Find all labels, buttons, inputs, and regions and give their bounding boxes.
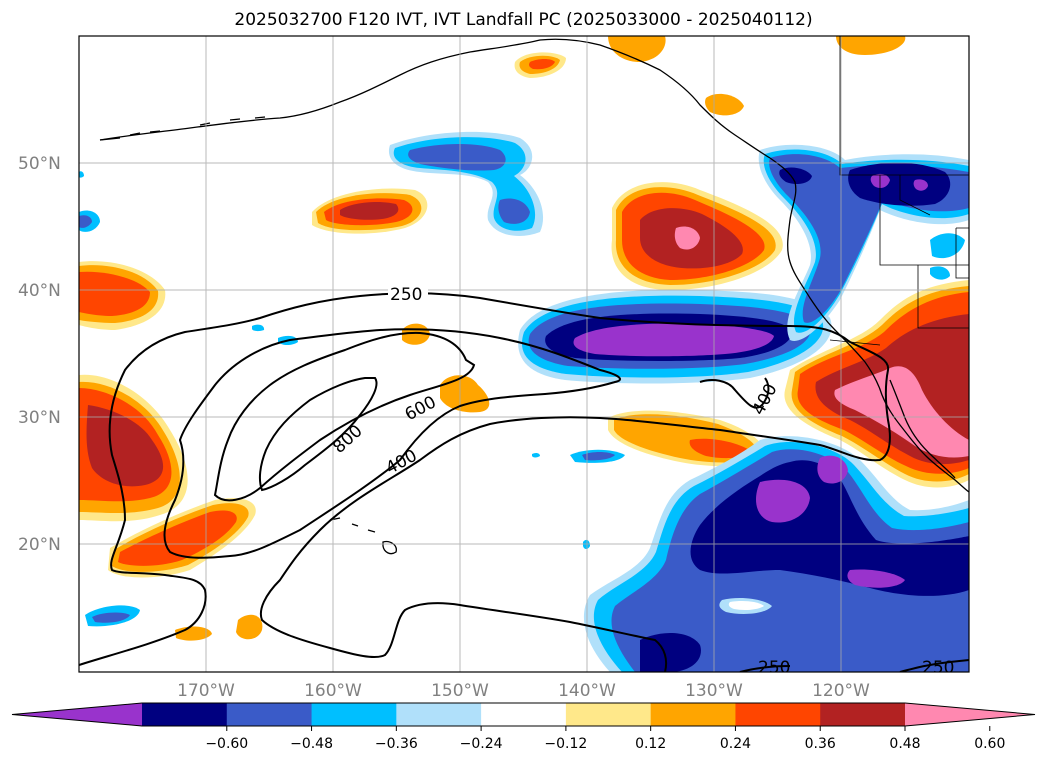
blob-southwest-22n <box>108 498 256 578</box>
colorbar-segment <box>565 703 652 726</box>
colorbar-segment <box>396 703 482 726</box>
north-america-west-coast <box>769 157 969 493</box>
blob-31n-150w <box>440 375 490 413</box>
blob-southern-blue <box>583 436 969 672</box>
colorbar-tick-label: −0.24 <box>460 736 503 752</box>
aleutians <box>99 116 266 141</box>
colorbar-tick-label: 0.48 <box>889 736 920 752</box>
contour-250-se <box>739 659 969 672</box>
lat-label-30n: 30°N <box>18 408 61 428</box>
colorbar-tick-label: 0.24 <box>720 736 751 752</box>
blob-pacific-nw <box>758 144 969 341</box>
colorbar-segment <box>311 703 397 726</box>
colorbar-tick-label: 0.60 <box>974 736 1005 752</box>
colorbar-segment <box>226 703 313 726</box>
blob-45n-132w <box>611 182 783 290</box>
colorbar-tick-label: 0.12 <box>635 736 666 752</box>
contour-600 <box>213 331 476 502</box>
lon-labels: 170°W 160°W 150°W 140°W 130°W 120°W <box>177 681 870 701</box>
lat-label-20n: 20°N <box>18 535 61 555</box>
shaded-fields <box>79 36 969 672</box>
colorbar-tick-label: −0.60 <box>205 736 248 752</box>
colorbar-extend-low <box>12 703 142 726</box>
colorbar-tick-label: 0.36 <box>805 736 836 752</box>
map-area: 250 600 800 400 400 250 250 <box>79 36 969 678</box>
colorbar-segment <box>650 703 736 726</box>
baja-peninsula <box>889 379 956 479</box>
colorbar-tick-label: −0.12 <box>544 736 587 752</box>
lon-label-150w: 150°W <box>431 681 489 701</box>
lon-label-130w: 130°W <box>685 681 743 701</box>
blob-28n-132w <box>608 410 766 467</box>
contour-400 <box>163 328 621 559</box>
hawaii <box>329 517 397 555</box>
contour-label-250: 250 <box>390 285 422 305</box>
blob-35n-135w <box>518 289 832 384</box>
colorbar-tick-label: −0.48 <box>290 736 333 752</box>
map-title: 2025032700 F120 IVT, IVT Landfall PC (20… <box>234 10 813 30</box>
lon-label-170w: 170°W <box>177 681 235 701</box>
contour-label-250-se: 250 <box>758 658 790 678</box>
lat-label-40n: 40°N <box>18 281 61 301</box>
colorbar-outline <box>11 702 1036 727</box>
alaska-coast <box>99 38 771 159</box>
lat-label-50n: 50°N <box>18 154 61 174</box>
colorbar-segment <box>735 703 821 726</box>
lon-label-160w: 160°W <box>304 681 362 701</box>
blob-small-orange-14n <box>236 614 263 640</box>
coastlines <box>99 38 969 555</box>
colorbar-tick-label: −0.36 <box>375 736 418 752</box>
contour-800 <box>258 377 378 492</box>
borders <box>829 36 969 346</box>
lon-label-120w: 120°W <box>812 681 870 701</box>
gridlines <box>79 36 969 672</box>
contour-label-250-edge: 250 <box>922 658 954 678</box>
blob-50n-150w <box>388 131 544 236</box>
contour-250 <box>79 292 891 672</box>
contour-400-east <box>699 377 770 409</box>
colorbar: −0.60 −0.48 −0.36 −0.24 −0.12 0.12 0.24 0.36 0.4… <box>11 702 1036 752</box>
map-frame <box>78 35 970 673</box>
colorbar-extend-high <box>905 703 1035 726</box>
blob-west-40n <box>79 261 166 330</box>
colorbar-segment <box>820 703 906 726</box>
colorbar-segment <box>142 703 228 726</box>
blob-47n-158w <box>312 188 428 234</box>
lat-labels: 20°N 30°N 40°N 50°N <box>18 154 61 555</box>
ivt-contours <box>79 292 969 672</box>
lon-label-140w: 140°W <box>558 681 616 701</box>
blob-west-28n <box>79 374 188 522</box>
colorbar-segment <box>481 703 567 726</box>
blob-california <box>784 280 969 488</box>
